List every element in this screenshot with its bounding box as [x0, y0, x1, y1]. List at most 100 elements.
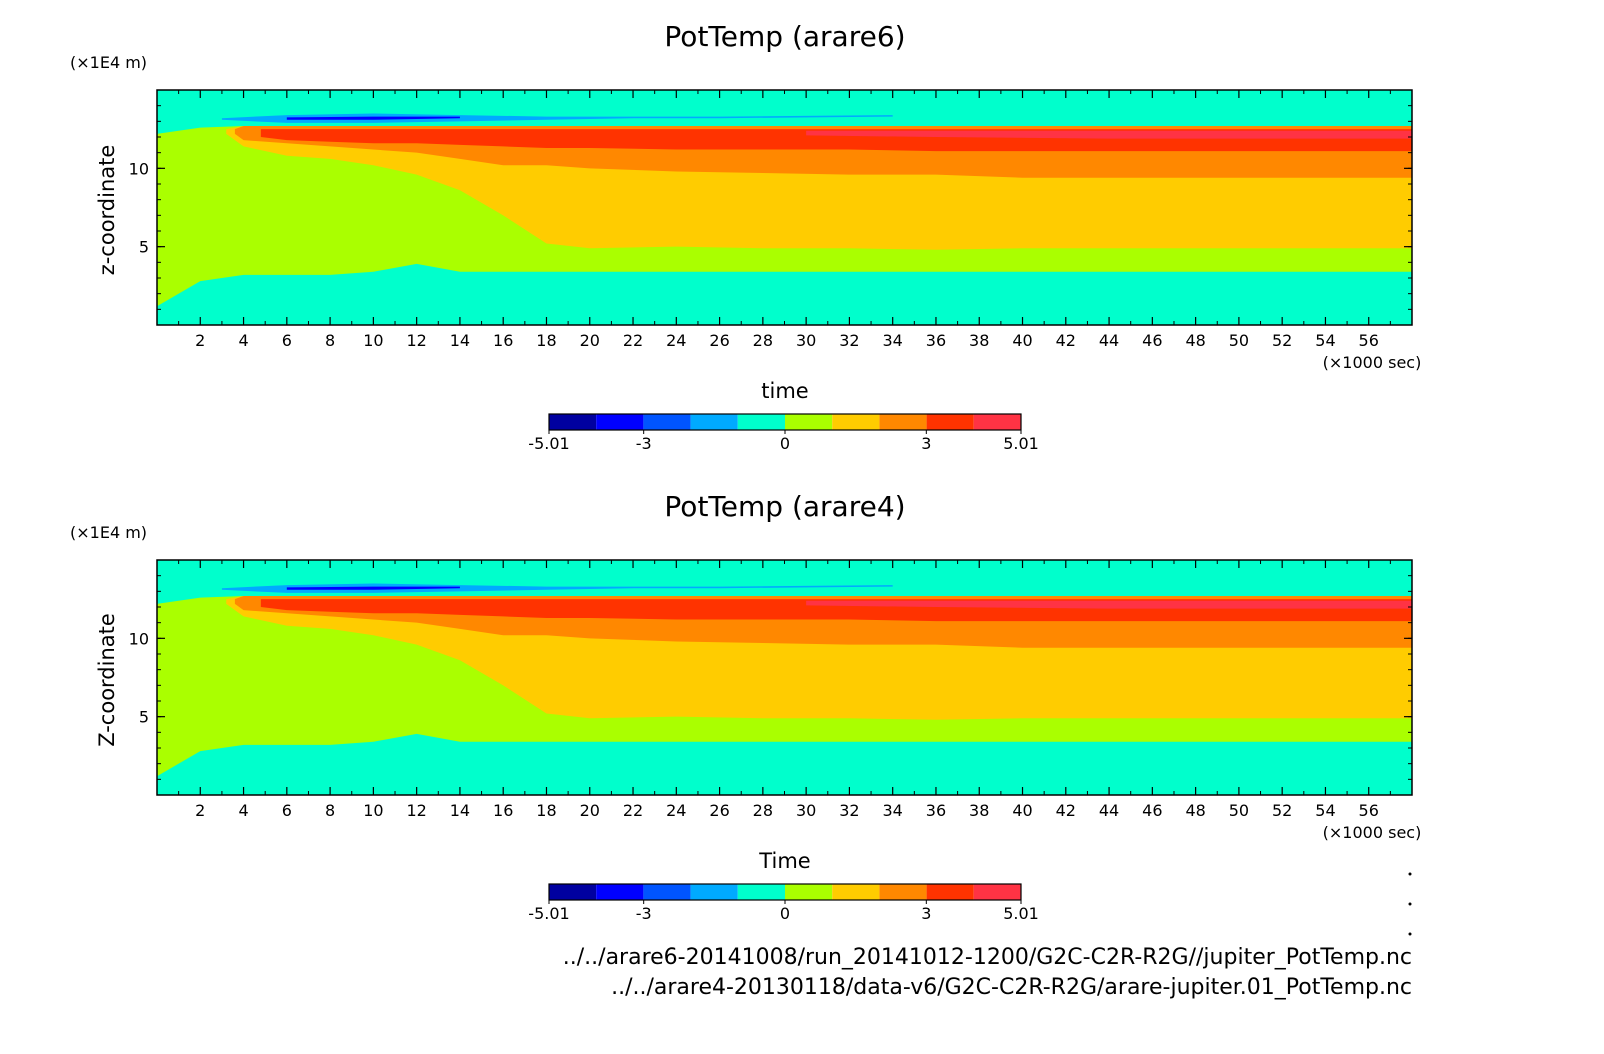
- x-tick-label: 48: [1185, 331, 1205, 350]
- x-tick-label: 6: [282, 801, 292, 820]
- x-tick-label: 28: [753, 331, 773, 350]
- colorbar-swatch: [596, 884, 644, 900]
- colorbar-label: 5.01: [1003, 434, 1039, 453]
- colorbar-swatch: [832, 884, 880, 900]
- y-tick-label: 5: [139, 708, 149, 727]
- colorbar-swatch: [879, 414, 927, 430]
- colorbar-swatch: [785, 414, 833, 430]
- x-tick-labels: 2 4 6 8 10 12 14 16 18 20 22 24 26 28 30 32 34 36 38 40 42 44…: [195, 331, 1379, 350]
- x-tick-label: 42: [1056, 331, 1076, 350]
- chart-title: PotTemp (arare4): [664, 490, 905, 523]
- x-tick-label: 50: [1229, 331, 1249, 350]
- x-tick-label: 36: [926, 331, 946, 350]
- colorbar-label: -3: [636, 904, 652, 923]
- x-tick-label: 46: [1142, 331, 1162, 350]
- x-tick-label: 26: [709, 801, 729, 820]
- x-tick-label: 18: [536, 331, 556, 350]
- contour-fills: [157, 560, 1412, 795]
- chart-panel-2: PotTemp (arare4) (×1E4 m) Z-coordinate 2…: [70, 490, 1421, 923]
- y-tick-label: 5: [139, 238, 149, 257]
- y-axis-label: Z-coordinate: [95, 613, 119, 747]
- x-tick-label: 52: [1272, 801, 1292, 820]
- x-tick-label: 42: [1056, 801, 1076, 820]
- x-tick-label: 24: [666, 801, 686, 820]
- y-tick-labels: 5 10: [129, 159, 149, 256]
- y-tick-label: 10: [129, 629, 149, 648]
- y-tick-labels: 5 10: [129, 629, 149, 726]
- x-tick-label: 36: [926, 801, 946, 820]
- colorbar-swatch: [549, 884, 597, 900]
- colorbar-swatch: [549, 414, 597, 430]
- x-axis-label: time: [761, 379, 808, 403]
- x-tick-label: 22: [623, 801, 643, 820]
- x-tick-label: 4: [238, 331, 248, 350]
- x-tick-label: 8: [325, 801, 335, 820]
- x-tick-label: 44: [1099, 801, 1119, 820]
- colorbar-label: 0: [780, 434, 790, 453]
- colorbar-swatch: [737, 414, 785, 430]
- y-tick-label: 10: [129, 159, 149, 178]
- x-tick-label: 54: [1315, 801, 1335, 820]
- x-unit-label: (×1000 sec): [1323, 353, 1422, 372]
- x-tick-label: 14: [450, 801, 470, 820]
- colorbar-swatch: [596, 414, 644, 430]
- colorbar-swatch: [690, 414, 738, 430]
- x-tick-label: 16: [493, 801, 513, 820]
- marker-dot: [1408, 902, 1412, 906]
- chart-panel-1: PotTemp (arare6) (×1E4 m) z-coordinate 2…: [70, 20, 1421, 453]
- x-tick-label: 10: [363, 331, 383, 350]
- colorbar-label: -3: [636, 434, 652, 453]
- x-tick-label: 34: [883, 331, 903, 350]
- x-tick-label: 18: [536, 801, 556, 820]
- x-tick-label: 48: [1185, 801, 1205, 820]
- colorbar-swatch: [973, 884, 1021, 900]
- colorbar-swatch: [832, 414, 880, 430]
- contour-fills: [157, 90, 1412, 325]
- contour-band: [806, 600, 1412, 609]
- x-tick-label: 14: [450, 331, 470, 350]
- colorbar-label: 5.01: [1003, 904, 1039, 923]
- colorbar-swatch: [926, 414, 974, 430]
- colorbar: -5.01 -3 0 3 5.01: [528, 883, 1039, 923]
- x-tick-label: 44: [1099, 331, 1119, 350]
- colorbar-label: -5.01: [528, 904, 569, 923]
- y-unit-label: (×1E4 m): [70, 53, 147, 72]
- x-tick-label: 16: [493, 331, 513, 350]
- x-tick-label: 56: [1359, 331, 1379, 350]
- x-tick-label: 20: [580, 801, 600, 820]
- contour-band: [286, 586, 460, 590]
- colorbar-swatch: [879, 884, 927, 900]
- source-path-2: ../../arare4-20130118/data-v6/G2C-C2R-R2…: [611, 975, 1412, 1000]
- colorbar-label: 0: [780, 904, 790, 923]
- x-tick-label: 4: [238, 801, 248, 820]
- contour-band: [221, 113, 893, 123]
- x-tick-label: 26: [709, 331, 729, 350]
- x-tick-label: 54: [1315, 331, 1335, 350]
- plot-area: [156, 559, 1413, 796]
- colorbar-swatch: [737, 884, 785, 900]
- x-tick-labels: 2 4 6 8 10 12 14 16 18 20 22 24 26 28 30 32 34 36 38 40 42 44…: [195, 801, 1379, 820]
- colorbar-label: 3: [921, 434, 931, 453]
- x-tick-label: 12: [406, 331, 426, 350]
- x-tick-label: 32: [839, 801, 859, 820]
- x-tick-label: 10: [363, 801, 383, 820]
- x-tick-label: 30: [796, 331, 816, 350]
- x-tick-label: 38: [969, 801, 989, 820]
- x-tick-label: 28: [753, 801, 773, 820]
- contour-band: [221, 583, 893, 593]
- x-tick-label: 56: [1359, 801, 1379, 820]
- x-axis-label: Time: [758, 849, 810, 873]
- y-axis-label: z-coordinate: [95, 145, 119, 276]
- colorbar-label: 3: [921, 904, 931, 923]
- chart-title: PotTemp (arare6): [664, 20, 905, 53]
- x-tick-label: 2: [195, 331, 205, 350]
- contour-band: [286, 116, 460, 120]
- x-tick-label: 46: [1142, 801, 1162, 820]
- x-tick-label: 20: [580, 331, 600, 350]
- x-tick-label: 22: [623, 331, 643, 350]
- colorbar-swatch: [643, 884, 691, 900]
- x-tick-label: 50: [1229, 801, 1249, 820]
- x-tick-label: 6: [282, 331, 292, 350]
- marker-dot: [1408, 872, 1412, 876]
